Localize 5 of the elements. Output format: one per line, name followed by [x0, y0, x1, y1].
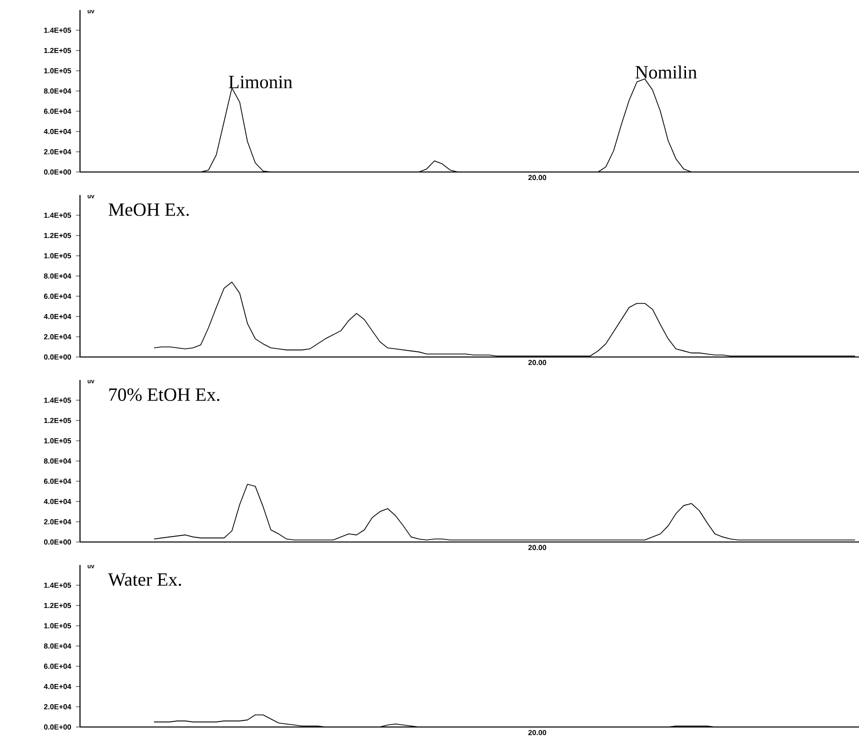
annotation: Limonin — [228, 76, 292, 88]
annotation: Nomilin — [635, 65, 697, 79]
chart-title: Water Ex. — [108, 573, 182, 586]
chart-title: MeOH Ex. — [108, 203, 189, 216]
chart-title: 70% EtOH Ex. — [109, 388, 220, 402]
